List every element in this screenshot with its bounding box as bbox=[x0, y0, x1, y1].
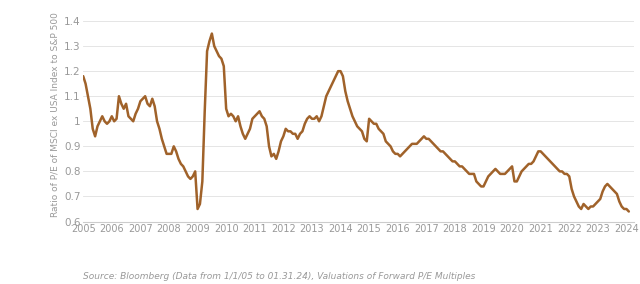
Y-axis label: Ratio of P/E of MSCI ex USA Index to S&P 500: Ratio of P/E of MSCI ex USA Index to S&P… bbox=[51, 12, 60, 218]
Text: Source: Bloomberg (Data from 1/1/05 to 01.31.24), Valuations of Forward P/E Mult: Source: Bloomberg (Data from 1/1/05 to 0… bbox=[83, 272, 476, 281]
